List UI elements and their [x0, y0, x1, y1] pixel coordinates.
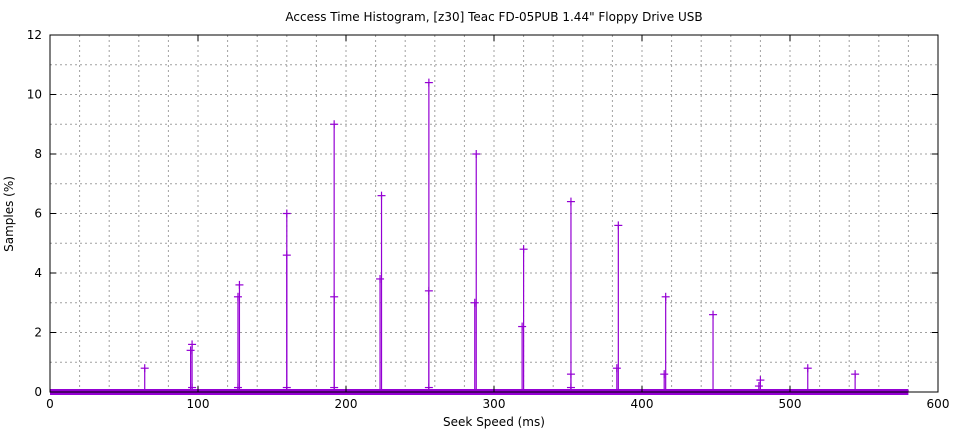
x-tick-label: 100: [187, 397, 210, 411]
axis-ticks: 0 100 200 300 400 500 600 0 2 4 6 8 10 12: [27, 28, 950, 411]
x-axis-label: Seek Speed (ms): [443, 415, 545, 429]
y-tick-label: 2: [34, 326, 42, 340]
x-tick-label: 400: [631, 397, 654, 411]
y-axis-label: Samples (%): [2, 176, 16, 252]
y-tick-label: 10: [27, 88, 42, 102]
x-tick-label: 500: [779, 397, 802, 411]
chart-title: Access Time Histogram, [z30] Teac FD-05P…: [285, 10, 702, 24]
grid: [50, 35, 938, 392]
y-tick-label: 12: [27, 28, 42, 42]
x-tick-label: 300: [483, 397, 506, 411]
x-tick-label: 200: [335, 397, 358, 411]
y-tick-label: 8: [34, 147, 42, 161]
y-tick-label: 6: [34, 207, 42, 221]
x-tick-label: 600: [927, 397, 950, 411]
y-tick-label: 0: [34, 385, 42, 399]
x-tick-label: 0: [46, 397, 54, 411]
y-tick-label: 4: [34, 266, 42, 280]
plot-frame: [49, 34, 939, 393]
